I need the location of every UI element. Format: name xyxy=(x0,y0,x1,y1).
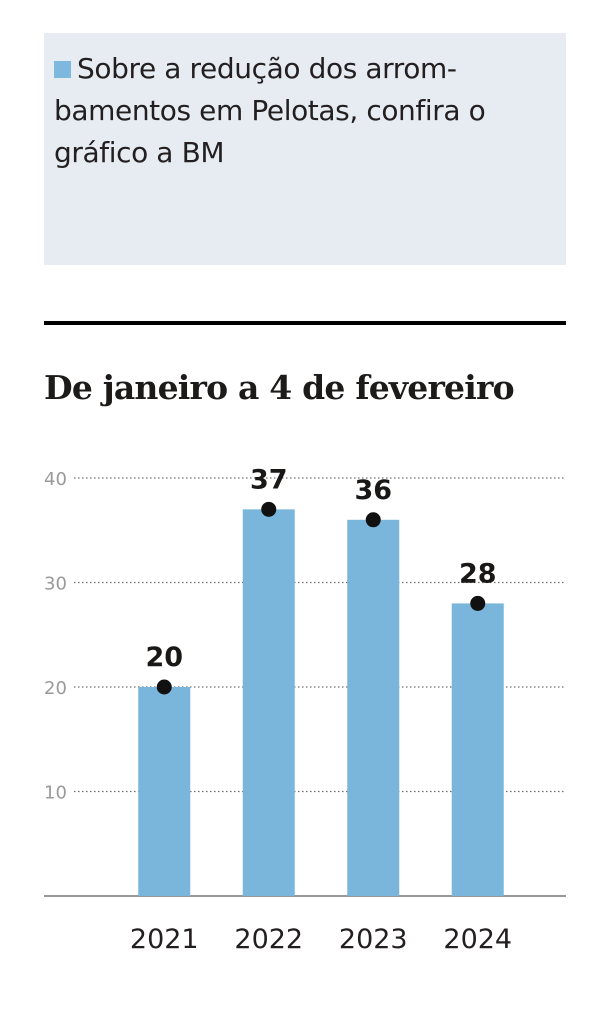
x-tick-label: 2021 xyxy=(130,924,199,955)
y-tick-label: 20 xyxy=(44,678,67,699)
data-point-marker xyxy=(365,512,381,528)
chart-title: De janeiro a 4 de fevereiro xyxy=(44,368,515,407)
section-divider xyxy=(44,321,566,325)
data-point-marker xyxy=(470,595,486,611)
y-tick-label: 40 xyxy=(44,469,67,490)
intro-box xyxy=(44,33,566,265)
data-label: 28 xyxy=(459,558,497,589)
x-tick-label: 2024 xyxy=(443,924,512,955)
data-point-marker xyxy=(156,679,172,695)
y-tick-label: 10 xyxy=(44,783,67,804)
data-point-marker xyxy=(261,501,277,517)
intro-text-content: Sobre a redução dos arrom-bamentos em Pe… xyxy=(54,52,486,169)
bar xyxy=(138,687,191,896)
square-bullet-icon xyxy=(54,61,71,78)
bar xyxy=(242,509,295,896)
bar xyxy=(347,519,400,896)
x-tick-label: 2023 xyxy=(339,924,408,955)
data-label: 36 xyxy=(354,475,392,506)
intro-text: Sobre a redução dos arrom-bamentos em Pe… xyxy=(54,48,494,174)
data-label: 20 xyxy=(145,642,183,673)
data-label: 37 xyxy=(250,464,288,495)
x-tick-label: 2022 xyxy=(234,924,303,955)
y-tick-label: 30 xyxy=(44,574,67,595)
bar xyxy=(451,603,504,896)
